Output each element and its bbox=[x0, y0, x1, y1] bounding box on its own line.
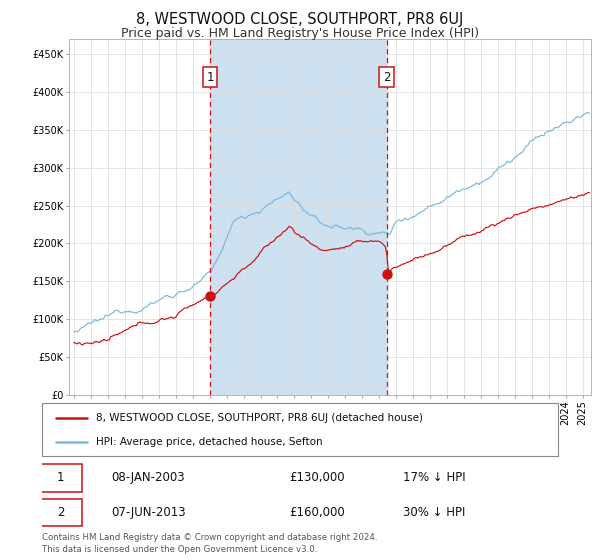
FancyBboxPatch shape bbox=[40, 464, 82, 492]
Text: 1: 1 bbox=[57, 472, 64, 484]
Text: HPI: Average price, detached house, Sefton: HPI: Average price, detached house, Seft… bbox=[96, 437, 323, 447]
Text: 17% ↓ HPI: 17% ↓ HPI bbox=[403, 472, 466, 484]
Text: 2: 2 bbox=[57, 506, 64, 519]
Text: £130,000: £130,000 bbox=[290, 472, 346, 484]
Text: Contains HM Land Registry data © Crown copyright and database right 2024.
This d: Contains HM Land Registry data © Crown c… bbox=[42, 533, 377, 554]
Text: 08-JAN-2003: 08-JAN-2003 bbox=[112, 472, 185, 484]
Text: 2: 2 bbox=[383, 71, 391, 83]
Text: 30% ↓ HPI: 30% ↓ HPI bbox=[403, 506, 466, 519]
FancyBboxPatch shape bbox=[42, 403, 558, 456]
FancyBboxPatch shape bbox=[40, 499, 82, 526]
Bar bbox=[210, 39, 386, 395]
Text: 07-JUN-2013: 07-JUN-2013 bbox=[112, 506, 186, 519]
Text: 8, WESTWOOD CLOSE, SOUTHPORT, PR8 6UJ: 8, WESTWOOD CLOSE, SOUTHPORT, PR8 6UJ bbox=[136, 12, 464, 27]
Text: 8, WESTWOOD CLOSE, SOUTHPORT, PR8 6UJ (detached house): 8, WESTWOOD CLOSE, SOUTHPORT, PR8 6UJ (d… bbox=[96, 413, 423, 423]
Text: £160,000: £160,000 bbox=[290, 506, 346, 519]
Text: 1: 1 bbox=[206, 71, 214, 83]
Text: Price paid vs. HM Land Registry's House Price Index (HPI): Price paid vs. HM Land Registry's House … bbox=[121, 27, 479, 40]
